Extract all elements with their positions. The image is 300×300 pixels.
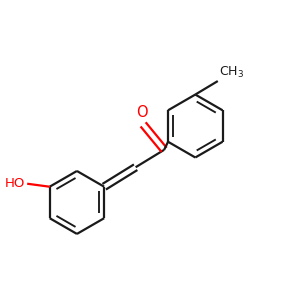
Text: HO: HO [4, 177, 25, 190]
Text: O: O [136, 106, 148, 121]
Text: CH$_3$: CH$_3$ [219, 64, 244, 80]
